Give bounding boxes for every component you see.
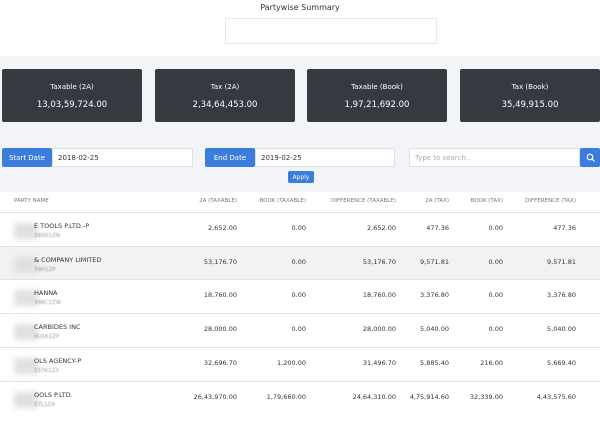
end-date-input[interactable]: 2019-02-25 [255, 148, 395, 167]
summary-card: Tax (Book) 35,49,915.00 [460, 69, 600, 122]
party-gstin: 57L1Z4 [34, 401, 55, 408]
party-gstin: 157K1Z3 [34, 367, 59, 374]
amount: 2,652.00 [367, 224, 396, 232]
summary-card: Taxable (2A) 13,03,59,724.00 [2, 69, 142, 122]
amount: 53,176.70 [362, 257, 396, 266]
amount: 477.36 [426, 224, 449, 232]
amount: 0.00 [488, 224, 503, 232]
select-box[interactable] [225, 18, 437, 44]
amount: 24,64,310.00 [352, 392, 396, 401]
amount: 18,760.00 [362, 291, 396, 300]
party-name: OOLS P.LTD. [34, 390, 73, 399]
table: PARTY NAME 2A (TAXABLE) BOOK (TAXABLE) DIFF… [0, 192, 600, 423]
card-label: Taxable (Book) [351, 83, 403, 91]
amount: 0.00 [488, 257, 503, 266]
party-blur [14, 391, 38, 408]
start-date-label: Start Date [2, 148, 52, 167]
amount: 5,040.00 [547, 325, 576, 334]
card-value: 1,97,21,692.00 [344, 100, 410, 110]
party-gstin: 39H1ZP [34, 266, 56, 273]
party-blur [14, 290, 38, 307]
amount: 0.00 [488, 291, 503, 300]
amount: 18,760.00 [203, 291, 237, 300]
party-name: & COMPANY LIMITED [34, 255, 102, 264]
card-label: Tax (2A) [210, 83, 240, 91]
party-name: CARBIDES INC [34, 323, 81, 332]
table-row[interactable]: HANNA 398C1ZW 18,760.00 0.00 18,760.00 3,376.… [0, 279, 600, 315]
amount: 0.00 [291, 257, 306, 266]
party-gstin: 398C1ZW [34, 300, 62, 307]
table-row[interactable]: & COMPANY LIMITED 39H1ZP 53,176.70 0.00 53,1… [0, 245, 600, 281]
party-name: OLS AGENCY-P [34, 356, 82, 365]
amount: 5,885.40 [420, 358, 449, 367]
amount: 4,43,575.60 [536, 392, 576, 401]
party-name: HANNA [34, 289, 58, 298]
amount: 5,040.00 [420, 325, 449, 334]
party-blur [14, 357, 38, 374]
table-row[interactable]: OOLS P.LTD. 57L1Z4 26,43,970.00 1,79,660.00… [0, 380, 600, 416]
column-header: PARTY NAME [14, 198, 49, 204]
end-date-label: End Date [205, 148, 255, 167]
party-blur [14, 324, 38, 341]
amount: 32,696.70 [203, 358, 237, 367]
card-value: 13,03,59,724.00 [36, 100, 108, 110]
column-header: 2A (TAXABLE) [199, 198, 237, 204]
column-header: DIFFERENCE (TAXABLE) [331, 198, 396, 204]
party-gstin: 9U1K1ZP [34, 334, 60, 341]
search-input[interactable]: Type to search.. [409, 148, 580, 167]
party-blur [14, 223, 38, 239]
table-row[interactable]: OLS AGENCY-P 157K1Z3 32,696.70 1,200.00 31,4… [0, 346, 600, 382]
amount: 53,176.70 [203, 257, 237, 266]
amount: 31,496.70 [362, 358, 396, 367]
amount: 216.00 [480, 358, 503, 367]
party-name: E TOOLS P.LTD.-P [34, 222, 90, 230]
amount: 477.36 [553, 224, 576, 232]
column-header: 2A (TAX) [425, 198, 449, 204]
column-header: DIFFERENCE (TAX) [525, 198, 576, 204]
search-button[interactable] [580, 148, 600, 167]
amount: 0.00 [291, 291, 306, 300]
column-header: BOOK (TAX) [470, 198, 503, 204]
table-row[interactable]: E TOOLS P.LTD.-P 393G1ZN 2,652.00 0.00 2,652… [0, 212, 600, 247]
card-value: 35,49,915.00 [501, 100, 559, 110]
amount: 9,571.81 [547, 257, 576, 266]
amount: 2,652.00 [208, 224, 237, 232]
summary-card: Taxable (Book) 1,97,21,692.00 [307, 69, 447, 122]
amount: 5,669.40 [547, 358, 576, 367]
amount: 32,339.00 [469, 392, 503, 401]
amount: 9,571.81 [420, 257, 449, 266]
card-label: Taxable (2A) [50, 83, 94, 91]
page-title: Partywise Summary [260, 3, 340, 12]
apply-button[interactable]: Apply [288, 171, 314, 183]
amount: 3,376.80 [547, 291, 576, 300]
start-date-input[interactable]: 2018-02-25 [52, 148, 193, 167]
amount: 3,376.80 [420, 291, 449, 300]
amount: 28,000.00 [203, 325, 237, 334]
amount: 26,43,970.00 [193, 392, 237, 401]
card-label: Tax (Book) [511, 83, 549, 91]
card-value: 2,34,64,453.00 [192, 100, 258, 110]
amount: 0.00 [291, 224, 306, 232]
summary-card: Tax (2A) 2,34,64,453.00 [155, 69, 295, 122]
amount: 1,79,660.00 [266, 392, 306, 401]
search-icon [586, 153, 595, 162]
amount: 28,000.00 [362, 325, 396, 334]
column-header: BOOK (TAXABLE) [259, 198, 306, 204]
amount: 1,200.00 [277, 358, 306, 367]
party-blur [14, 256, 38, 273]
amount: 4,75,914.60 [409, 392, 449, 401]
amount: 0.00 [488, 325, 503, 334]
table-row[interactable]: CARBIDES INC 9U1K1ZP 28,000.00 0.00 28,000.0… [0, 313, 600, 348]
amount: 0.00 [291, 325, 306, 334]
party-gstin: 393G1ZN [34, 233, 61, 239]
